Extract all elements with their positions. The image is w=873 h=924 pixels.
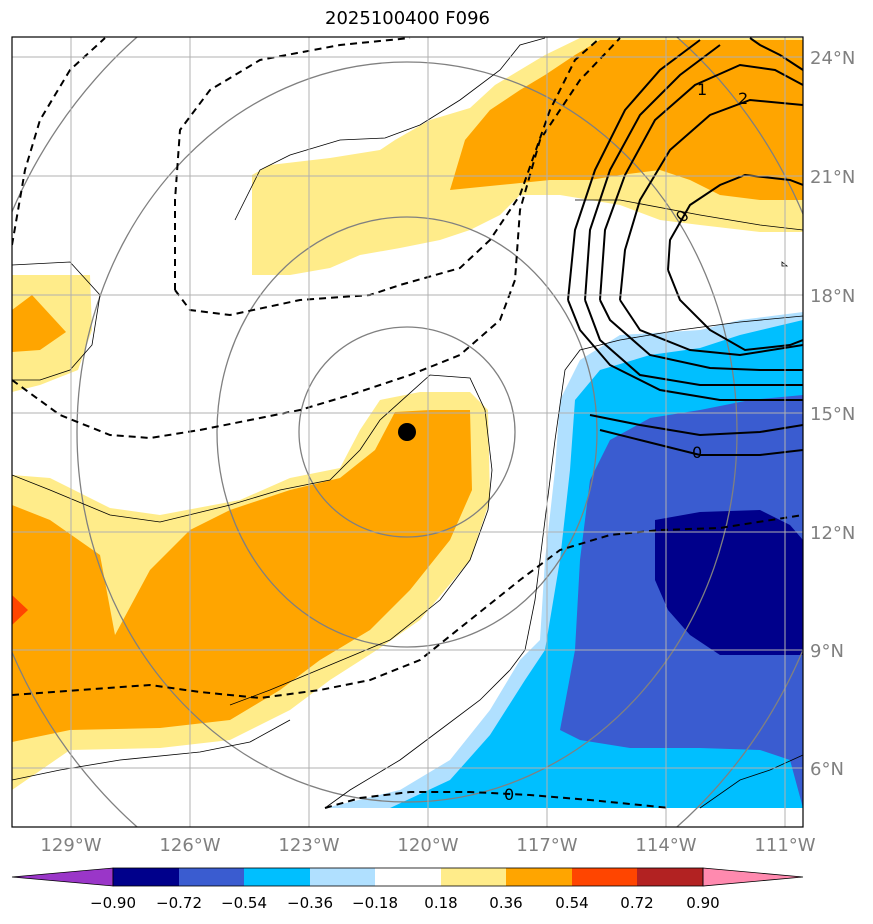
colorbar-tick-1: −0.90 [90, 894, 136, 912]
colorbar-bin-9 [637, 868, 703, 886]
lat-label-21n: 21°N [810, 167, 855, 188]
lon-label-111w: 111°W [754, 835, 815, 856]
colorbar-extend-high [702, 867, 804, 887]
colorbar-bin-6 [441, 868, 506, 886]
storm-center-marker [398, 423, 416, 441]
lon-label-126w: 126°W [159, 835, 220, 856]
lat-label-18n: 18°N [810, 286, 855, 307]
lat-label-6n: 6°N [810, 759, 844, 780]
positive-region-north-orange [450, 40, 803, 200]
map-frame [11, 36, 804, 828]
contour-label-0-b: 0 [692, 443, 702, 462]
lon-label-117w: 117°W [516, 835, 577, 856]
lon-label-129w: 129°W [40, 835, 101, 856]
colorbar-bin-5 [375, 868, 441, 886]
lat-label-9n: 9°N [810, 641, 844, 662]
colorbar-tick-6: 0.18 [424, 894, 457, 912]
colorbar-tick-5: −0.18 [352, 894, 398, 912]
solid-contours [567, 37, 803, 456]
colorbar-extend-low [11, 867, 114, 887]
shaded-field [12, 38, 803, 808]
lat-label-12n: 12°N [810, 523, 855, 544]
colorbar-bin-8 [572, 868, 637, 886]
radius-circles [12, 37, 803, 827]
colorbar-tick-10: 0.90 [686, 894, 719, 912]
contour-label-1: 1 [697, 80, 707, 99]
lat-label-24n: 24°N [810, 48, 855, 69]
colorbar-bin-2 [179, 868, 244, 886]
contour-label-2: 2 [738, 89, 748, 108]
positive-region-south-orange [12, 410, 472, 742]
colorbar [11, 867, 804, 887]
colorbar-bin-7 [506, 868, 572, 886]
lon-label-123w: 123°W [278, 835, 339, 856]
positive-region-west-orange [12, 295, 66, 352]
map-title: 2025100400 F096 [325, 8, 490, 29]
lon-label-114w: 114°W [635, 835, 696, 856]
colorbar-bin-3 [244, 868, 310, 886]
colorbar-tick-3: −0.54 [221, 894, 267, 912]
colorbar-tick-4: −0.36 [287, 894, 333, 912]
colorbar-bin-1 [113, 868, 179, 886]
colorbar-tick-9: 0.72 [620, 894, 653, 912]
lon-label-120w: 120°W [397, 835, 458, 856]
contour-label-0-c: 0 [504, 785, 514, 804]
colorbar-tick-2: −0.72 [156, 894, 202, 912]
positive-region-red [12, 595, 28, 625]
lat-label-15n: 15°N [810, 404, 855, 425]
colorbar-tick-7: 0.36 [489, 894, 522, 912]
gridlines [12, 37, 803, 827]
colorbar-tick-8: 0.54 [555, 894, 588, 912]
colorbar-bin-4 [310, 868, 375, 886]
